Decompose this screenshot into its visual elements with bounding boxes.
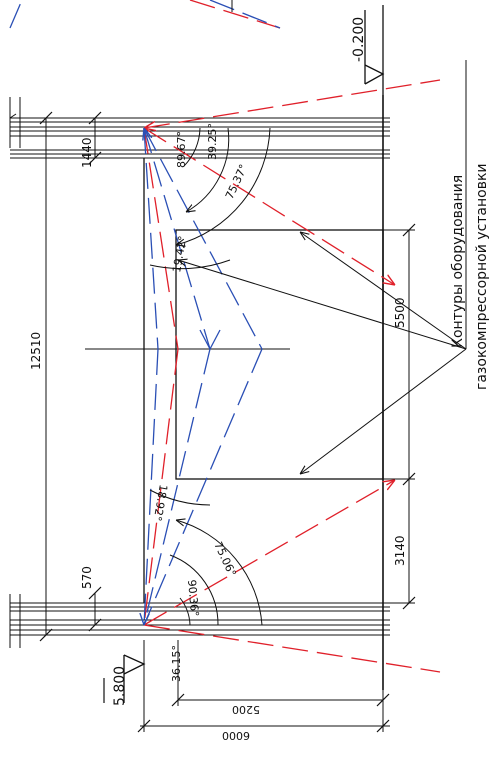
top-beam (9, 97, 390, 148)
dim-top-offset: 1440 (80, 137, 94, 168)
angle-bottom-2: 90.36° (185, 579, 201, 617)
red-rays (144, 0, 441, 673)
angle-top-3: 19.42° (170, 235, 189, 274)
dim-width-inner: 5200 (232, 703, 260, 716)
equipment-contour (175, 229, 384, 480)
annotation-line2: газокомпрессорной установки (474, 163, 490, 390)
angle-bottom-1: 75.06° (211, 540, 238, 579)
dim-total-height: 12510 (29, 332, 43, 370)
leader-lines (178, 60, 467, 474)
dim-equipment-height: 5500 (393, 297, 407, 328)
dimension-lines (39, 111, 416, 733)
top-left-tick (9, 113, 17, 119)
level-bottom-label: 5.800 (112, 666, 128, 706)
top-mid-beam (10, 149, 390, 159)
angle-bottom-0: 18.92° (151, 483, 170, 522)
dim-bottom-offset: 570 (80, 566, 94, 589)
level-top-label: -0.200 (351, 17, 367, 62)
level-marker-top (364, 5, 385, 95)
blue-rays (9, 0, 281, 625)
dim-width-outer: 6000 (222, 729, 250, 742)
level-marker-bottom (103, 654, 146, 703)
bottom-beam (9, 594, 390, 648)
angle-top-2: 75.37° (223, 162, 250, 201)
frame (143, 95, 384, 690)
angle-top-0: 89.67° (175, 131, 188, 168)
angle-bottom-3: 36.15° (170, 645, 183, 682)
angle-top-1: 39.25° (206, 123, 219, 160)
annotation-line1: Контуры оборудования (450, 175, 466, 348)
angle-arcs (149, 127, 271, 626)
dim-equipment-to-beam: 3140 (393, 535, 407, 566)
